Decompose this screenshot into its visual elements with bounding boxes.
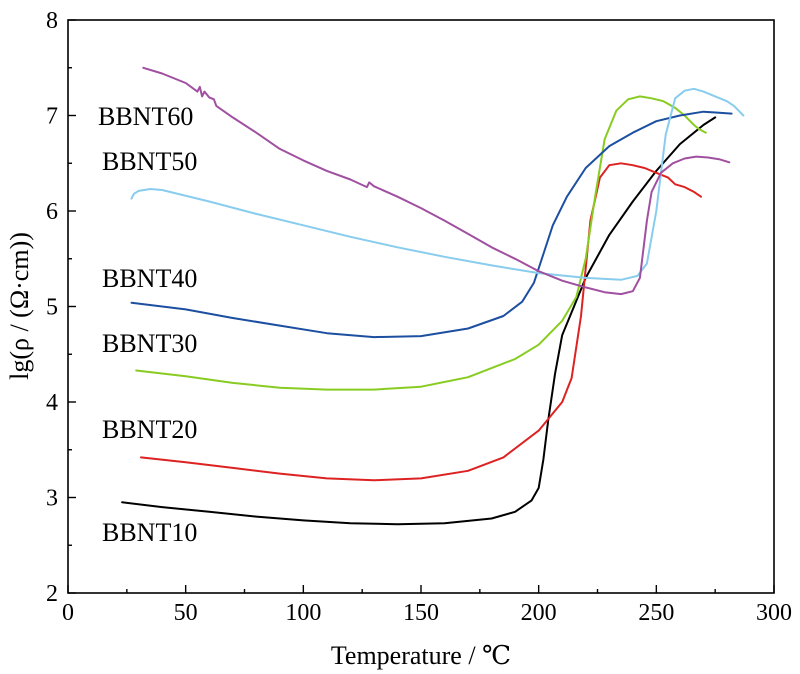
- y-tick-label: 4: [46, 390, 58, 416]
- x-tick-label: 300: [756, 600, 792, 626]
- series-line-bbnt50: [130, 87, 745, 281]
- plot-frame: [67, 19, 775, 594]
- series-line-bbnt10: [121, 116, 717, 526]
- series-lines: [121, 66, 745, 526]
- series-label-bbnt10: BBNT10: [102, 518, 197, 547]
- y-tick-label: 3: [46, 486, 58, 512]
- y-axis-title: lg(ρ / (Ω·cm)): [5, 232, 34, 380]
- y-tick-label: 7: [46, 104, 58, 130]
- y-tick-label: 8: [46, 8, 58, 34]
- x-tick-label: 0: [62, 600, 74, 626]
- y-tick-label: 5: [46, 295, 58, 321]
- x-axis-title: Temperature / ℃: [331, 641, 511, 670]
- series-line-bbnt20: [140, 162, 702, 482]
- x-tick-label: 100: [285, 600, 321, 626]
- series-label-bbnt50: BBNT50: [102, 147, 197, 176]
- series-line-bbnt40: [130, 110, 733, 339]
- axis-ticks: 0 50 100 150 200 250 300 2 3 4 5 6 7 8: [46, 8, 792, 626]
- series-label-bbnt60: BBNT60: [98, 102, 193, 131]
- series-label-bbnt40: BBNT40: [102, 264, 197, 293]
- x-tick-label: 200: [521, 600, 557, 626]
- series-label-bbnt30: BBNT30: [102, 329, 197, 358]
- series-label-bbnt20: BBNT20: [102, 415, 197, 444]
- y-tick-label: 2: [46, 581, 58, 607]
- x-tick-label: 250: [638, 600, 674, 626]
- y-tick-label: 6: [46, 199, 58, 225]
- series-line-bbnt60: [142, 66, 731, 296]
- x-tick-label: 150: [403, 600, 439, 626]
- series-labels: BBNT10 BBNT20 BBNT30 BBNT40 BBNT50 BBNT60: [98, 102, 197, 547]
- x-tick-label: 50: [174, 600, 198, 626]
